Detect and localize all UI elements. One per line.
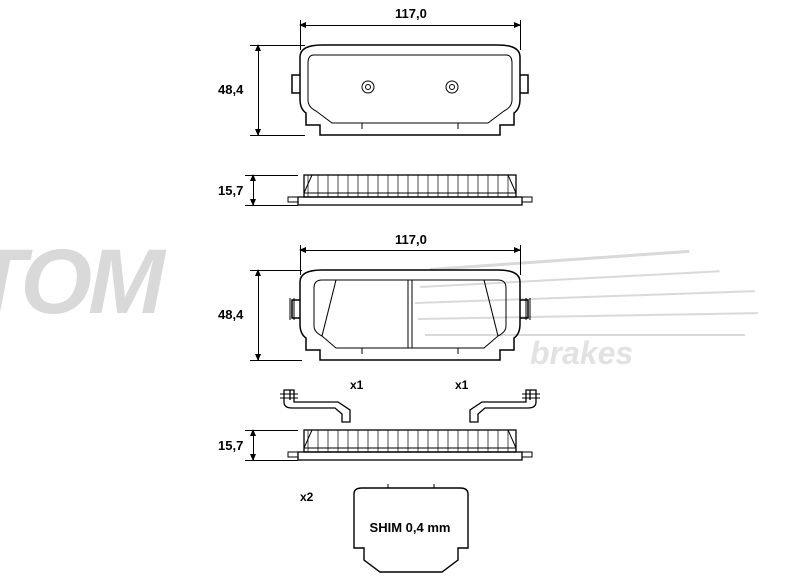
diagram-canvas: TOM brakes 117,0 48,4 15,7 [0, 0, 786, 581]
dim-line [258, 270, 259, 360]
clip-right [470, 388, 540, 422]
brake-pad-mid-face [292, 270, 528, 365]
watermark-left: TOM [0, 230, 161, 335]
dim-width-mid: 117,0 [395, 232, 427, 247]
brake-pad-top-face [292, 45, 528, 140]
dim-height-mid: 48,4 [218, 307, 243, 322]
dim-line [258, 45, 259, 135]
qty-shim: x2 [300, 490, 313, 504]
dim-line [253, 175, 254, 205]
dim-line [253, 430, 254, 460]
dim-height-top: 48,4 [218, 82, 243, 97]
dim-width-top: 117,0 [395, 6, 427, 21]
qty-clip-left: x1 [350, 378, 363, 392]
dim-line [300, 25, 520, 26]
dim-thick-top: 15,7 [218, 183, 243, 198]
watermark-sub: brakes [530, 335, 633, 372]
clip-left [280, 388, 350, 422]
brake-pad-bottom-side [288, 425, 532, 465]
watermark-wing [430, 250, 690, 271]
brake-pad-top-side [288, 170, 532, 210]
qty-clip-right: x1 [455, 378, 468, 392]
dim-line [300, 250, 520, 251]
shim-text: SHIM 0,4 mm [360, 520, 460, 535]
dim-thick-mid: 15,7 [218, 438, 243, 453]
